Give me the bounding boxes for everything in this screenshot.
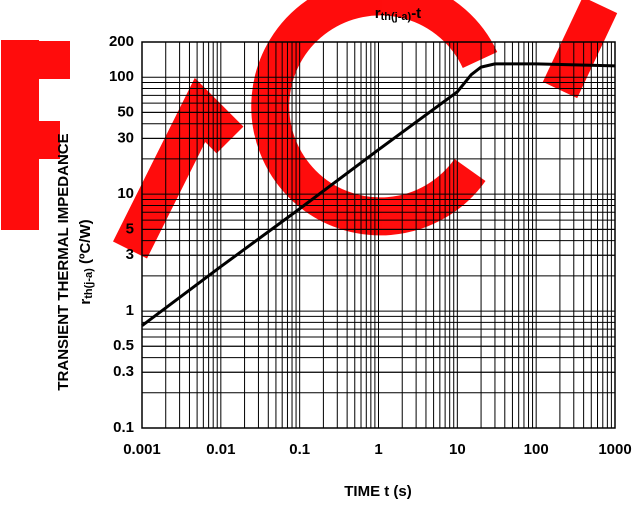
watermark <box>1 0 618 259</box>
y-axis-unit: rth(j-a) (ºC/W) <box>77 219 95 304</box>
y-tick-label: 5 <box>126 220 134 237</box>
x-tick-label: 0.01 <box>206 441 235 458</box>
grid <box>141 41 616 429</box>
y-tick-label: 50 <box>117 103 134 120</box>
y-tick-label: 200 <box>109 33 134 50</box>
x-tick-label: 100 <box>524 441 549 458</box>
data-line <box>141 62 616 327</box>
x-tick-label: 1 <box>374 441 382 458</box>
watermark-letter <box>1 40 70 230</box>
x-tick-label: 0.001 <box>123 441 161 458</box>
x-tick-label: 0.1 <box>289 441 310 458</box>
watermark-letter <box>542 0 618 99</box>
chart-title: rth(j-a)-t <box>375 5 421 23</box>
ylabel-main: r <box>77 299 94 305</box>
title-tail: -t <box>411 5 421 22</box>
y-tick-label: 10 <box>117 185 134 202</box>
x-tick-label: 1000 <box>598 441 631 458</box>
title-sub: th(j-a) <box>381 11 412 23</box>
y-tick-label: 0.1 <box>113 419 134 436</box>
y-tick-label: 30 <box>117 129 134 146</box>
ylabel-sub: th(j-a) <box>83 268 95 299</box>
y-tick-label: 1 <box>126 302 134 319</box>
plot-frame <box>141 41 616 429</box>
title-main: r <box>375 5 381 22</box>
y-axis-title: TRANSIENT THERMAL IMPEDANCE <box>55 133 72 390</box>
watermark-letter <box>251 0 498 236</box>
x-axis-title: TIME t (s) <box>344 483 412 500</box>
y-tick-label: 3 <box>126 246 134 263</box>
ylabel-unit: (ºC/W) <box>77 219 94 268</box>
watermark-letter <box>113 77 244 259</box>
x-tick-label: 10 <box>449 441 466 458</box>
y-tick-label: 100 <box>109 68 134 85</box>
y-tick-label: 0.5 <box>113 337 134 354</box>
y-tick-label: 0.3 <box>113 363 134 380</box>
